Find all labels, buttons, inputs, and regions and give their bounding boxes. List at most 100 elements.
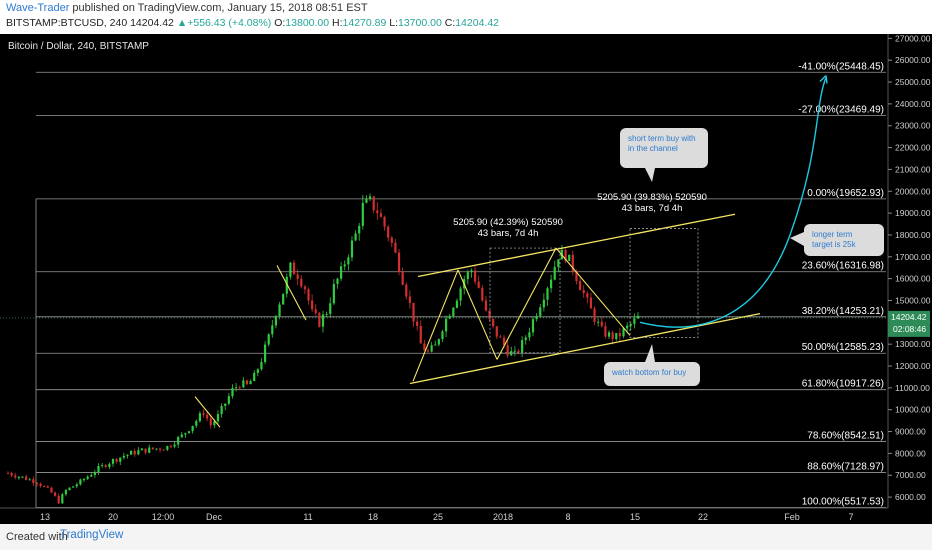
candle-body <box>477 281 480 288</box>
candle-body <box>379 213 383 217</box>
candle-body <box>82 479 86 481</box>
publish-line: Wave-Trader published on TradingView.com… <box>6 2 368 14</box>
x-tick-label: 13 <box>40 512 50 522</box>
candle-body <box>361 202 364 226</box>
candle-body <box>502 337 506 346</box>
candle-body <box>311 300 314 310</box>
candle-body <box>611 332 614 340</box>
candle-body <box>278 304 281 317</box>
candle-body <box>177 437 180 445</box>
candle-body <box>521 340 524 353</box>
candle-body <box>376 210 379 214</box>
candle-body <box>593 308 596 322</box>
x-tick-label: 20 <box>108 512 118 522</box>
y-tick-label: 10000.00 <box>895 405 931 415</box>
candle-body <box>423 343 426 351</box>
measure-box <box>489 247 561 354</box>
candle-body <box>372 196 375 211</box>
low-value: 13700.00 <box>398 17 442 29</box>
candle-body <box>401 271 404 285</box>
y-tick-label: 23000.00 <box>895 121 931 131</box>
candle-body <box>213 421 216 426</box>
candle-body <box>72 486 75 488</box>
candle-body <box>314 309 317 314</box>
x-tick-label: Feb <box>784 512 800 522</box>
trend-line <box>496 247 557 360</box>
y-tick-label: 19000.00 <box>895 208 931 218</box>
candle-body <box>321 314 325 327</box>
y-tick-label: 27000.00 <box>895 34 931 43</box>
candle-body <box>79 479 82 485</box>
candle-body <box>408 296 411 303</box>
y-tick-label: 11000.00 <box>895 383 930 393</box>
fib-level-label: 23.60%(16316.98) <box>802 261 884 272</box>
candle-body <box>140 448 144 451</box>
chart-area[interactable]: 6000.00 7000.00 8000.00 9000.00 10000.00 1100… <box>0 33 932 524</box>
callout-tail <box>645 344 655 362</box>
candle-body <box>539 307 542 316</box>
candle-body <box>14 475 17 478</box>
close-value: 14204.42 <box>455 17 500 29</box>
candle-body <box>216 414 220 422</box>
projection-curve <box>639 77 827 328</box>
candle-body <box>35 483 39 485</box>
measure-sublabel: 43 bars, 7d 4h <box>478 228 539 239</box>
candle-body <box>151 447 154 450</box>
candle-body <box>57 495 60 504</box>
candle-body <box>412 302 415 322</box>
candle-body <box>441 331 444 340</box>
candle-body <box>535 315 538 320</box>
candle-body <box>300 278 303 287</box>
callout-box <box>620 128 708 168</box>
candle-body <box>39 483 42 487</box>
candle-body <box>122 455 125 458</box>
y-tick-label: 13000.00 <box>895 339 931 349</box>
candle-body <box>568 254 571 261</box>
candle-body <box>285 276 288 294</box>
candle-body <box>126 454 129 456</box>
candle-body <box>220 405 223 415</box>
candle-body <box>332 283 335 304</box>
candle-body <box>245 380 249 385</box>
candle-body <box>517 350 520 353</box>
candle-body <box>437 339 440 345</box>
candle-body <box>111 459 115 464</box>
candle-body <box>86 476 89 480</box>
fib-level-label: 100.00%(5517.53) <box>802 497 884 508</box>
x-tick-label: Dec <box>206 512 223 522</box>
candle-body <box>343 264 346 267</box>
candle-body <box>104 465 107 468</box>
candle-body <box>64 490 68 495</box>
candle-body <box>600 321 603 327</box>
candle-body <box>25 476 28 480</box>
candle-body <box>224 403 227 406</box>
candle-body <box>390 237 393 243</box>
candle-body <box>459 288 462 301</box>
candle-body <box>32 479 35 484</box>
candle-body <box>253 372 256 382</box>
trend-line <box>276 265 307 321</box>
fib-level-label: 78.60%(8542.51) <box>807 431 884 442</box>
candle-body <box>43 486 46 488</box>
candle-body <box>419 325 422 344</box>
close-label: C: <box>444 17 456 29</box>
fib-level-label: 88.60%(7128.97) <box>807 461 884 472</box>
tradingview-brand[interactable]: TradingView <box>60 529 124 541</box>
author-link[interactable]: Wave-Trader <box>6 2 70 14</box>
candle-body <box>46 486 49 488</box>
y-tick-label: 18000.00 <box>895 230 931 240</box>
candle-body <box>231 387 234 397</box>
candle-body <box>21 476 24 478</box>
price-chart[interactable]: 6000.00 7000.00 8000.00 9000.00 10000.00 1100… <box>0 33 932 524</box>
candle-body <box>387 226 390 238</box>
y-tick-label: 16000.00 <box>895 274 931 284</box>
symbol-label: BITSTAMP:BTCUSD, 240 <box>6 17 128 29</box>
candle-body <box>455 300 459 308</box>
candle-body <box>597 321 600 323</box>
candle-body <box>575 271 578 282</box>
candle-body <box>274 316 278 326</box>
candle-body <box>434 344 437 346</box>
candle-body <box>495 326 498 337</box>
candle-body <box>75 484 78 487</box>
